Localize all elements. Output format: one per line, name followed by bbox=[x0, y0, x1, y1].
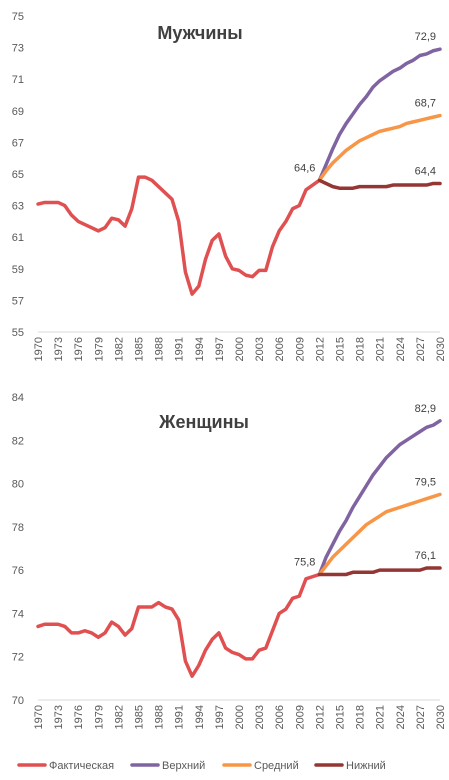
women-data-label: 75,8 bbox=[294, 556, 315, 568]
men-x-tick-label: 1988 bbox=[154, 337, 166, 361]
men-data-label: 68,7 bbox=[415, 98, 436, 110]
women-x-tick-label: 2021 bbox=[375, 705, 387, 729]
men-x-tick-label: 1991 bbox=[174, 337, 186, 361]
men-y-tick-label: 71 bbox=[12, 74, 24, 86]
men-y-tick-label: 61 bbox=[12, 232, 24, 244]
men-y-tick-label: 55 bbox=[12, 327, 24, 339]
women-series-lower-line bbox=[317, 566, 442, 577]
men-y-tick-label: 59 bbox=[12, 264, 24, 276]
men-x-tick-label: 1997 bbox=[214, 337, 226, 361]
women-x-tick-label: 1991 bbox=[174, 705, 186, 729]
men-x-tick-label: 1976 bbox=[73, 337, 85, 361]
men-x-tick-label: 2000 bbox=[234, 337, 246, 361]
men-x-tick-label: 2030 bbox=[435, 337, 447, 361]
women-x-tick-label: 1982 bbox=[113, 705, 125, 729]
women-x-tick-label: 1985 bbox=[134, 705, 146, 729]
women-x-tick-label: 2030 bbox=[435, 705, 447, 729]
men-series-middle-line bbox=[317, 113, 442, 183]
legend-label-actual: Фактическая bbox=[49, 760, 114, 772]
women-x-tick-label: 1997 bbox=[214, 705, 226, 729]
women-x-tick-label: 2015 bbox=[335, 705, 347, 729]
men-x-tick-label: 1979 bbox=[93, 337, 105, 361]
women-x-tick-label: 1979 bbox=[93, 705, 105, 729]
men-x-tick-label: 2027 bbox=[415, 337, 427, 361]
women-x-tick-label: 2012 bbox=[314, 705, 326, 729]
men-x-tick-label: 2012 bbox=[314, 337, 326, 361]
women-series-upper-line bbox=[317, 419, 442, 577]
men-y-tick-label: 75 bbox=[12, 11, 24, 23]
women-y-tick-label: 74 bbox=[12, 608, 24, 620]
men-y-tick-label: 67 bbox=[12, 137, 24, 149]
men-x-tick-label: 1994 bbox=[194, 337, 206, 361]
men-x-tick-label: 2003 bbox=[254, 337, 266, 361]
men-y-tick-label: 69 bbox=[12, 106, 24, 118]
men-x-tick-label: 1970 bbox=[33, 337, 45, 361]
women-x-tick-label: 2009 bbox=[294, 705, 306, 729]
men-x-tick-label: 1985 bbox=[134, 337, 146, 361]
women-data-label: 82,9 bbox=[415, 403, 436, 415]
women-y-tick-label: 80 bbox=[12, 479, 24, 491]
men-y-tick-label: 65 bbox=[12, 169, 24, 181]
men-x-tick-label: 2024 bbox=[395, 337, 407, 361]
women-y-tick-label: 82 bbox=[12, 435, 24, 447]
legend-label-middle: Средний bbox=[254, 760, 299, 772]
women-x-tick-label: 2000 bbox=[234, 705, 246, 729]
women-y-tick-label: 84 bbox=[12, 392, 24, 404]
men-series-actual-line bbox=[36, 175, 322, 296]
legend-label-lower: Нижний bbox=[346, 760, 386, 772]
men-series-upper-line bbox=[317, 47, 442, 183]
women-x-tick-label: 2018 bbox=[355, 705, 367, 729]
women-x-tick-label: 2006 bbox=[274, 705, 286, 729]
men-y-tick-label: 73 bbox=[12, 43, 24, 55]
women-data-label: 79,5 bbox=[415, 476, 436, 488]
women-data-label: 76,1 bbox=[415, 550, 436, 562]
women-chart-title: Женщины bbox=[158, 412, 249, 432]
men-x-tick-label: 1973 bbox=[53, 337, 65, 361]
men-y-tick-label: 57 bbox=[12, 295, 24, 307]
men-chart-title: Мужчины bbox=[157, 23, 242, 43]
men-x-tick-label: 2006 bbox=[274, 337, 286, 361]
women-x-tick-label: 2027 bbox=[415, 705, 427, 729]
men-data-label: 64,4 bbox=[415, 165, 436, 177]
men-data-label: 72,9 bbox=[415, 31, 436, 43]
women-y-tick-label: 78 bbox=[12, 522, 24, 534]
women-y-tick-label: 76 bbox=[12, 565, 24, 577]
women-y-tick-label: 72 bbox=[12, 652, 24, 664]
men-x-tick-label: 1982 bbox=[113, 337, 125, 361]
women-series-actual-line bbox=[36, 572, 322, 678]
men-x-tick-label: 2018 bbox=[355, 337, 367, 361]
men-data-label: 64,6 bbox=[294, 162, 315, 174]
women-x-tick-label: 1970 bbox=[33, 705, 45, 729]
women-x-tick-label: 2003 bbox=[254, 705, 266, 729]
women-series-middle-line bbox=[317, 492, 442, 577]
women-x-tick-label: 1988 bbox=[154, 705, 166, 729]
men-series-lower-line bbox=[317, 178, 442, 190]
women-x-tick-label: 1976 bbox=[73, 705, 85, 729]
women-x-tick-label: 1994 bbox=[194, 705, 206, 729]
men-x-tick-label: 2021 bbox=[375, 337, 387, 361]
men-y-tick-label: 63 bbox=[12, 201, 24, 213]
men-x-tick-label: 2015 bbox=[335, 337, 347, 361]
legend-label-upper: Верхний bbox=[162, 760, 205, 772]
men-x-tick-label: 2009 bbox=[294, 337, 306, 361]
women-x-tick-label: 1973 bbox=[53, 705, 65, 729]
women-x-tick-label: 2024 bbox=[395, 705, 407, 729]
women-y-tick-label: 70 bbox=[12, 695, 24, 707]
